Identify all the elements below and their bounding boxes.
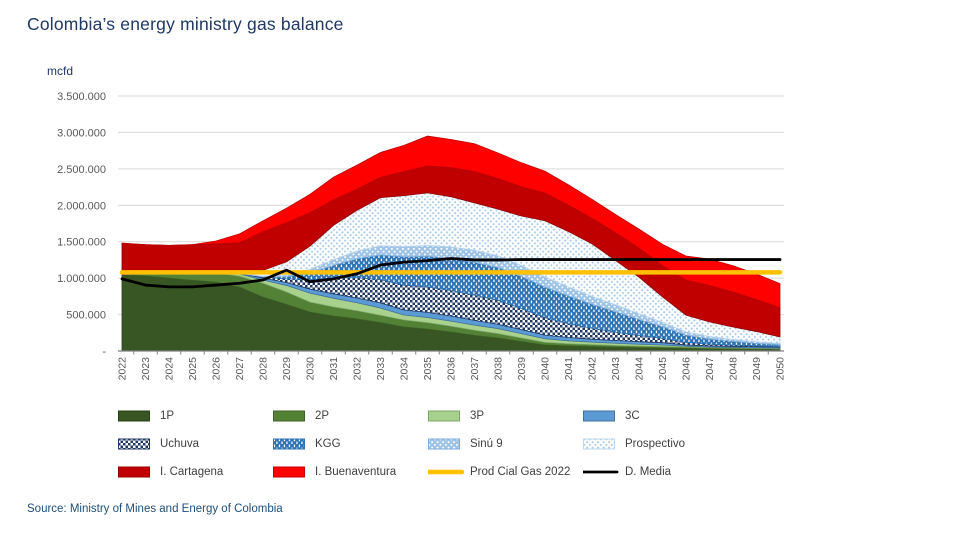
svg-text:2043: 2043: [610, 357, 622, 381]
legend-swatch-sin-9: [428, 438, 460, 450]
y-axis-unit-label: mcfd: [47, 64, 74, 78]
svg-text:3.000.000: 3.000.000: [57, 127, 106, 139]
svg-text:2048: 2048: [728, 357, 740, 381]
legend-item-kgg: KGG: [273, 430, 428, 458]
y-axis-labels: - 500.000 1.000.000 1.500.000 2.000.000 2.500…: [57, 91, 106, 358]
legend-swatch-prod-cial-gas-2022: [428, 469, 464, 475]
svg-text:2040: 2040: [540, 357, 552, 381]
legend-label-uchuva: Uchuva: [160, 438, 199, 450]
legend-swatch-i-cartagena: [118, 466, 150, 478]
legend-item-d-media: D. Media: [583, 458, 738, 486]
svg-text:2039: 2039: [516, 357, 528, 381]
legend-label-d-media: D. Media: [625, 466, 672, 478]
svg-text:2045: 2045: [657, 357, 669, 381]
legend-item-1p: 1P: [118, 402, 273, 430]
svg-text:2042: 2042: [587, 357, 599, 381]
svg-text:1.500.000: 1.500.000: [57, 237, 106, 249]
chart-title: Colombia’s energy ministry gas balance: [27, 14, 344, 34]
svg-text:2032: 2032: [352, 357, 364, 381]
legend-swatch-2p: [273, 410, 305, 422]
legend-swatch-3p: [428, 410, 460, 422]
svg-text:2033: 2033: [375, 357, 387, 381]
svg-text:2038: 2038: [493, 357, 505, 381]
svg-text:2041: 2041: [563, 357, 575, 381]
legend-item-i-buenaventura: I. Buenaventura: [273, 458, 428, 486]
legend-item-prospectivo: Prospectivo: [583, 430, 738, 458]
legend-item-3p: 3P: [428, 402, 583, 430]
svg-text:2022: 2022: [117, 357, 129, 381]
svg-text:2036: 2036: [446, 357, 458, 381]
legend-item-uchuva: Uchuva: [118, 430, 273, 458]
line-series-d-media: [120, 257, 782, 289]
x-axis-labels: 2022 2023 2024 2025 2026 2027 2028 2029 2030 2031…: [117, 357, 787, 381]
legend-label-2p: 2P: [315, 410, 330, 422]
svg-text:2035: 2035: [422, 357, 434, 381]
svg-text:2025: 2025: [187, 357, 199, 381]
svg-text:2029: 2029: [281, 357, 293, 381]
svg-text:-: -: [102, 346, 106, 358]
legend-item-prod-cial-gas-2022: Prod Cial Gas 2022: [428, 458, 583, 486]
legend-swatch-3c: [583, 410, 615, 422]
svg-text:2037: 2037: [469, 357, 481, 381]
legend-swatch-i-buenaventura: [273, 466, 305, 478]
legend-label-i-cartagena: I. Cartagena: [160, 466, 224, 478]
legend-item-3c: 3C: [583, 402, 738, 430]
legend-label-1p: 1P: [160, 410, 175, 422]
svg-text:2030: 2030: [305, 357, 317, 381]
legend-label-i-buenaventura: I. Buenaventura: [315, 466, 397, 478]
source-note: Source: Ministry of Mines and Energy of …: [27, 503, 283, 515]
svg-text:2027: 2027: [234, 357, 246, 381]
legend-swatch-prospectivo: [583, 438, 615, 450]
svg-text:2046: 2046: [681, 357, 693, 381]
svg-text:2023: 2023: [140, 357, 152, 381]
svg-text:2028: 2028: [258, 357, 270, 381]
legend-item-2p: 2P: [273, 402, 428, 430]
legend-label-prod-cial-gas-2022: Prod Cial Gas 2022: [470, 466, 571, 478]
legend-item-i-cartagena: I. Cartagena: [118, 458, 273, 486]
svg-text:2026: 2026: [211, 357, 223, 381]
legend-label-3p: 3P: [470, 410, 485, 422]
x-axis: [118, 350, 784, 355]
svg-text:2031: 2031: [328, 357, 340, 381]
area-series-i-buenaventura: [121, 135, 781, 309]
svg-text:2047: 2047: [704, 357, 716, 381]
svg-text:2050: 2050: [775, 357, 787, 381]
svg-text:2024: 2024: [164, 357, 176, 381]
svg-text:1.000.000: 1.000.000: [57, 273, 106, 285]
legend-swatch-1p: [118, 410, 150, 422]
svg-text:2034: 2034: [399, 357, 411, 381]
legend-swatch-uchuva: [118, 438, 150, 450]
svg-text:2044: 2044: [634, 357, 646, 381]
svg-text:2049: 2049: [751, 357, 763, 381]
legend-swatch-kgg: [273, 438, 305, 450]
svg-text:500.000: 500.000: [66, 310, 106, 322]
legend-swatch-d-media: [583, 470, 619, 474]
svg-text:3.500.000: 3.500.000: [57, 91, 106, 103]
legend-label-3c: 3C: [625, 410, 640, 422]
legend-label-prospectivo: Prospectivo: [625, 438, 686, 450]
svg-text:2.000.000: 2.000.000: [57, 200, 106, 212]
chart-legend: 1P 2P 3P 3C Uchuva KGG Sinú 9 Prospectivo I. Car…: [118, 402, 738, 486]
legend-label-sin-9: Sinú 9: [470, 438, 503, 450]
legend-item-sin-9: Sinú 9: [428, 430, 583, 458]
legend-label-kgg: KGG: [315, 438, 341, 450]
svg-text:2.500.000: 2.500.000: [57, 164, 106, 176]
